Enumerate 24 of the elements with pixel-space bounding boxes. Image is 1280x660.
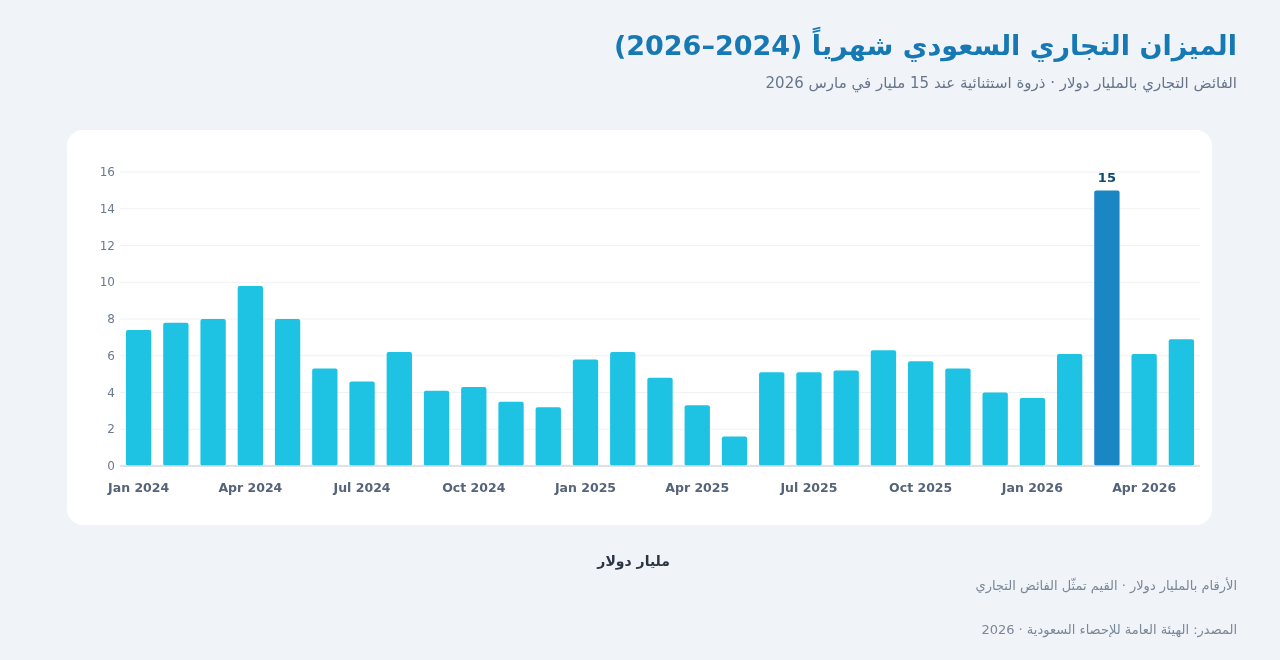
xtick: Jan 2025 [554, 480, 617, 495]
annotation: الأرقام بالمليار دولار · القيم تمثّل الفائض التجاري [975, 578, 1237, 593]
ytick: 16 [99, 165, 115, 179]
subtitle: الفائض التجاري بالمليار دولار · ذروة استثنائية عند 15 مليار في مارس 2026 [765, 74, 1237, 92]
xtick: Apr 2026 [1112, 480, 1177, 495]
ytick: 10 [99, 275, 115, 290]
ytick: 0 [107, 459, 115, 473]
data-label: 15 [1097, 170, 1116, 186]
ytick: 12 [99, 238, 115, 253]
ytick: 6 [107, 348, 115, 363]
xtick: Apr 2024 [218, 480, 283, 495]
xtick: Jul 2025 [780, 480, 838, 495]
xtick: Jan 2026 [1001, 480, 1063, 495]
ytick: 2 [107, 422, 115, 437]
xlabel: مليار دولار [597, 553, 670, 569]
annotation: المصدر: الهيئة العامة للإحصاء السعودية · 2026 [981, 622, 1237, 637]
xtick: Jul 2024 [333, 480, 391, 495]
xtick: Oct 2024 [442, 480, 506, 495]
ytick: 4 [107, 385, 115, 400]
xtick: Oct 2025 [889, 480, 953, 495]
xtick: Apr 2025 [665, 480, 730, 495]
ytick: 14 [99, 201, 115, 216]
xtick: Jan 2024 [108, 480, 170, 495]
ytick: 8 [107, 312, 115, 326]
